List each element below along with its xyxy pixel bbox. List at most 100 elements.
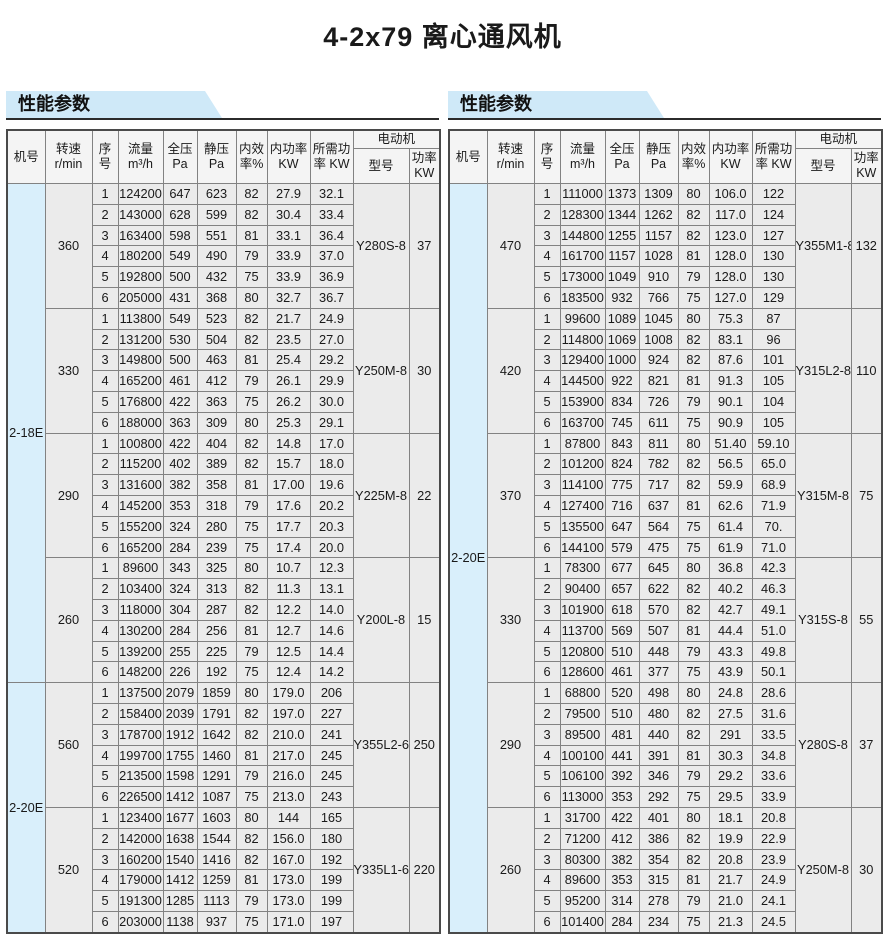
table-row: 4 180200 549 490 79 33.9 37.0	[7, 245, 440, 268]
static-pressure-cell: 523	[196, 307, 237, 330]
row-index-cell: 4	[91, 245, 119, 268]
row-index-cell: 5	[533, 515, 561, 538]
static-pressure-cell: 498	[638, 682, 679, 704]
flow-cell: 95200	[559, 890, 606, 912]
static-pressure-cell: 234	[638, 910, 679, 934]
flow-cell: 124200	[117, 183, 164, 205]
table-row: 4 179000 1412 1259 81 173.0 199	[7, 869, 440, 892]
total-pressure-cell: 255	[162, 640, 198, 663]
required-power-cell: 105	[751, 411, 796, 434]
total-pressure-cell: 353	[162, 494, 198, 517]
machine-no-cell: 2-20E	[448, 182, 488, 934]
internal-power-cell: 21.7	[708, 869, 753, 892]
table-row: 3 118000 304 287 82 12.2 14.0	[7, 598, 440, 621]
flow-cell: 148200	[117, 661, 164, 684]
flow-cell: 129400	[559, 349, 606, 372]
motor-model-col-header: 型号	[352, 148, 410, 184]
static-pressure-cell: 368	[196, 286, 237, 309]
internal-power-cell: 90.1	[708, 390, 753, 413]
internal-power-cell: 44.4	[708, 619, 753, 642]
flow-cell: 143000	[117, 203, 164, 226]
row-index-cell: 2	[533, 702, 561, 725]
motor-power-cell: 250	[408, 682, 441, 808]
required-power-cell: 101	[751, 349, 796, 372]
table-row: 4 89600 353 315 81 21.7 24.9	[449, 869, 882, 892]
required-power-cell: 31.6	[751, 702, 796, 725]
row-index-cell: 5	[533, 640, 561, 663]
static-pressure-cell: 440	[638, 723, 679, 746]
required-power-cell: 68.9	[751, 474, 796, 496]
internal-power-cell: 23.5	[266, 328, 311, 351]
total-pressure-cell: 431	[162, 286, 198, 309]
row-index-cell: 4	[533, 619, 561, 642]
required-power-cell: 24.1	[751, 890, 796, 912]
table-row: 2 115200 402 389 82 15.7 18.0	[7, 453, 440, 476]
motor-model-cell: Y355L2-6	[352, 682, 410, 808]
row-index-cell: 6	[91, 786, 119, 808]
efficiency-cell: 81	[235, 474, 268, 496]
row-index-cell: 1	[533, 682, 561, 704]
table-row: 2 128300 1344 1262 82 117.0 124	[449, 203, 882, 226]
flow-cell: 163400	[117, 224, 164, 247]
row-index-cell: 3	[91, 474, 119, 496]
internal-power-cell: 33.1	[266, 224, 311, 247]
flow-cell: 192800	[117, 266, 164, 288]
table-row: 3 114100 775 717 82 59.9 68.9	[449, 474, 882, 496]
flow-cell: 120800	[559, 640, 606, 663]
static-pressure-col-header: 静压 Pa	[196, 129, 237, 184]
total-pressure-cell: 520	[604, 682, 640, 704]
table-row: 6 113000 353 292 75 29.5 33.9	[449, 786, 882, 808]
required-power-cell: 124	[751, 203, 796, 226]
motor-power-cell: 110	[850, 307, 883, 434]
flow-cell: 165200	[117, 536, 164, 559]
speed-cell: 420	[486, 307, 535, 434]
static-pressure-cell: 432	[196, 266, 237, 288]
row-index-cell: 4	[533, 744, 561, 767]
static-pressure-cell: 1791	[196, 702, 237, 725]
efficiency-cell: 75	[235, 661, 268, 684]
row-index-cell: 2	[91, 702, 119, 725]
page-title: 4-2x79 离心通风机	[323, 22, 562, 52]
flow-cell: 115200	[117, 453, 164, 476]
total-pressure-cell: 1373	[604, 183, 640, 205]
total-pressure-cell: 304	[162, 598, 198, 621]
speed-cell: 260	[486, 806, 535, 934]
internal-power-cell: 213.0	[266, 786, 311, 808]
flow-cell: 127400	[559, 494, 606, 517]
row-index-cell: 3	[91, 224, 119, 247]
table-row: 4 144500 922 821 81 91.3 105	[449, 370, 882, 392]
efficiency-cell: 75	[235, 390, 268, 413]
internal-power-cell: 173.0	[266, 890, 311, 912]
table-row: 5 95200 314 278 79 21.0 24.1	[449, 890, 882, 912]
static-pressure-cell: 363	[196, 390, 237, 413]
efficiency-cell: 81	[677, 494, 710, 517]
total-pressure-cell: 2079	[162, 682, 198, 704]
row-index-cell: 5	[91, 390, 119, 413]
required-power-cell: 180	[309, 827, 354, 850]
motor-power-cell: 15	[408, 557, 441, 684]
internal-power-col-header: 内功率 KW	[266, 129, 311, 184]
required-power-cell: 24.5	[751, 910, 796, 934]
internal-power-cell: 26.2	[266, 390, 311, 413]
motor-model-cell: Y335L1-6	[352, 806, 410, 934]
static-pressure-cell: 377	[638, 661, 679, 684]
motor-power-cell: 37	[408, 183, 441, 309]
table-row: 6 226500 1412 1087 75 213.0 243	[7, 786, 440, 808]
table-row: 2-20E 470 1 111000 1373 1309 80 106.0 122 Y355M1-…	[448, 182, 883, 934]
internal-power-cell: 17.4	[266, 536, 311, 559]
speed-cell: 260	[44, 557, 93, 684]
internal-power-cell: 123.0	[708, 224, 753, 247]
index-col-header: 序 号	[533, 129, 561, 184]
static-pressure-cell: 1113	[196, 890, 237, 912]
total-pressure-cell: 824	[604, 453, 640, 476]
efficiency-cell: 82	[235, 453, 268, 476]
required-power-cell: 23.9	[751, 848, 796, 871]
required-power-col-header: 所需功 率 KW	[751, 129, 796, 184]
table-row: 6 148200 226 192 75 12.4 14.2	[7, 661, 440, 684]
static-pressure-cell: 287	[196, 598, 237, 621]
internal-power-cell: 59.9	[708, 474, 753, 496]
internal-power-cell: 217.0	[266, 744, 311, 767]
efficiency-cell: 79	[235, 890, 268, 912]
efficiency-cell: 75	[235, 786, 268, 808]
table-row: 4 165200 461 412 79 26.1 29.9	[7, 370, 440, 392]
